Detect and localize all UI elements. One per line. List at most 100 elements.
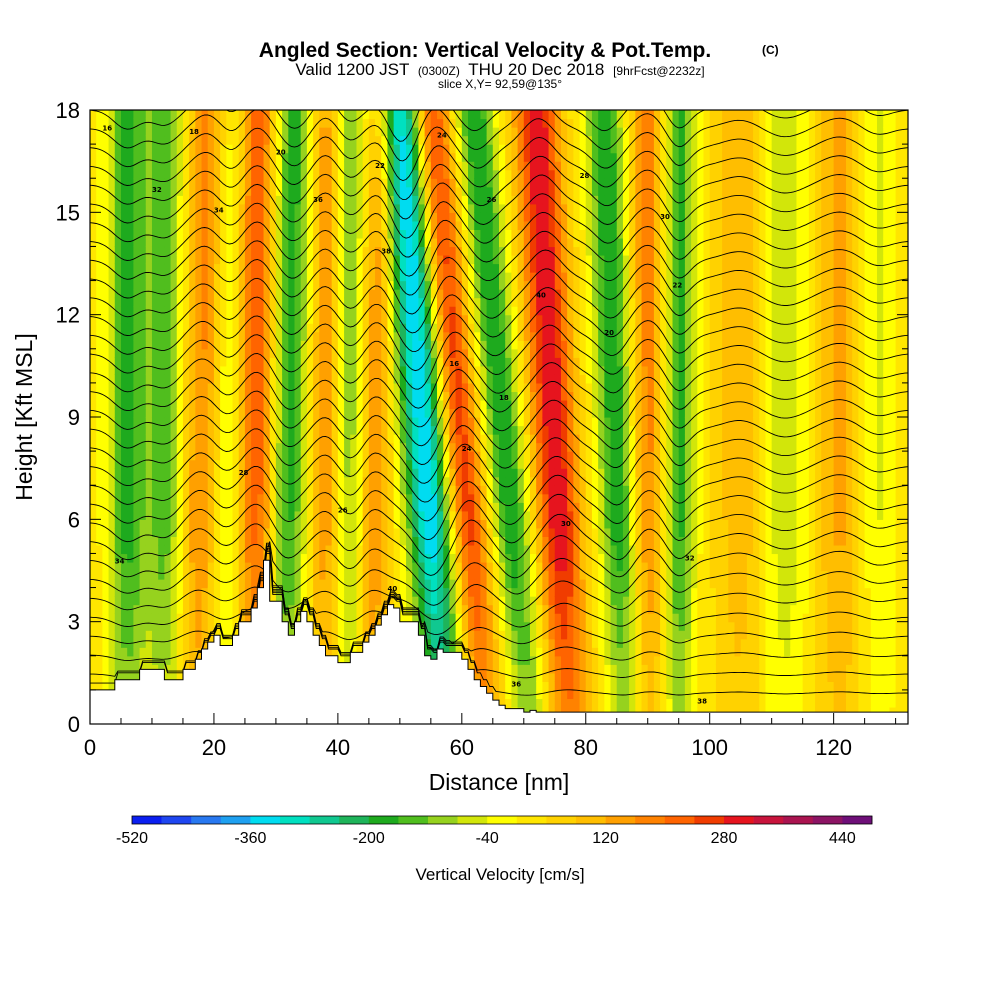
heatmap-cell bbox=[437, 203, 444, 213]
heatmap-cell bbox=[251, 254, 258, 265]
heatmap-cell bbox=[499, 314, 506, 324]
heatmap-cell bbox=[176, 263, 184, 273]
heatmap-cell bbox=[331, 510, 339, 520]
heatmap-cell bbox=[387, 417, 395, 427]
heatmap-cell bbox=[455, 118, 463, 128]
heatmap-cell bbox=[399, 579, 407, 589]
heatmap-cell bbox=[220, 348, 227, 358]
heatmap-cell bbox=[288, 280, 296, 290]
heatmap-cell bbox=[461, 306, 469, 316]
heatmap-cell bbox=[362, 348, 370, 358]
heatmap-cell bbox=[399, 229, 407, 239]
heatmap-cell bbox=[263, 468, 271, 478]
heatmap-cell bbox=[201, 587, 209, 597]
heatmap-cell bbox=[499, 229, 506, 239]
heatmap-cell bbox=[474, 664, 482, 674]
heatmap-cell bbox=[325, 476, 333, 486]
heatmap-cell bbox=[406, 502, 413, 512]
heatmap-cell bbox=[282, 561, 289, 572]
heatmap-cell bbox=[170, 254, 178, 265]
heatmap-cell bbox=[139, 630, 147, 640]
heatmap-cell bbox=[158, 161, 165, 171]
heatmap-cell bbox=[387, 382, 395, 393]
heatmap-cell bbox=[331, 468, 339, 478]
heatmap-cell bbox=[449, 357, 457, 367]
heatmap-cell bbox=[399, 357, 407, 367]
heatmap-cell bbox=[257, 570, 265, 580]
heatmap-cell bbox=[133, 212, 141, 222]
heatmap-cell bbox=[170, 553, 178, 563]
heatmap-cell bbox=[313, 118, 320, 128]
heatmap-cell bbox=[313, 152, 320, 162]
heatmap-cell bbox=[449, 570, 457, 580]
heatmap-cell bbox=[443, 161, 451, 171]
heatmap-cell bbox=[499, 664, 506, 674]
heatmap-cell bbox=[189, 596, 196, 606]
heatmap-cell bbox=[282, 357, 289, 367]
heatmap-cell bbox=[480, 195, 488, 205]
heatmap-cell bbox=[449, 459, 457, 469]
heatmap-cell bbox=[430, 434, 438, 444]
heatmap-cell bbox=[356, 536, 364, 546]
heatmap-cell bbox=[213, 579, 221, 589]
heatmap-cell bbox=[331, 331, 339, 341]
heatmap-cell bbox=[213, 442, 221, 452]
heatmap-cell bbox=[176, 229, 184, 239]
heatmap-cell bbox=[381, 220, 389, 230]
heatmap-cell bbox=[300, 502, 308, 512]
heatmap-cell bbox=[151, 169, 159, 179]
heatmap-cell bbox=[201, 638, 209, 648]
heatmap-cell bbox=[195, 152, 203, 162]
heatmap-cell bbox=[294, 212, 302, 222]
heatmap-cell bbox=[257, 502, 265, 512]
heatmap-cell bbox=[356, 425, 364, 435]
heatmap-cell bbox=[213, 246, 221, 256]
heatmap-cell bbox=[443, 638, 451, 648]
heatmap-cell bbox=[182, 127, 190, 137]
heatmap-cell bbox=[418, 246, 426, 256]
heatmap-cell bbox=[244, 237, 252, 248]
heatmap-cell bbox=[139, 365, 147, 375]
heatmap-cell bbox=[90, 493, 97, 503]
heatmap-cell bbox=[108, 681, 116, 691]
heatmap-cell bbox=[412, 348, 420, 358]
heatmap-cell bbox=[127, 229, 134, 239]
heatmap-cell bbox=[251, 399, 258, 410]
heatmap-cell bbox=[362, 127, 370, 137]
heatmap-cell bbox=[461, 280, 469, 290]
heatmap-cell bbox=[499, 186, 506, 196]
heatmap-cell bbox=[517, 630, 525, 640]
heatmap-cell bbox=[133, 425, 141, 435]
heatmap-cell bbox=[176, 493, 184, 503]
heatmap-cell bbox=[480, 280, 488, 290]
heatmap-cell bbox=[412, 127, 420, 137]
heatmap-cell bbox=[207, 374, 215, 384]
heatmap-cell bbox=[263, 152, 271, 162]
heatmap-cell bbox=[127, 417, 134, 427]
heatmap-cell bbox=[337, 169, 345, 179]
heatmap-cell bbox=[480, 527, 488, 537]
heatmap-cell bbox=[430, 399, 438, 410]
heatmap-cell bbox=[102, 408, 110, 418]
heatmap-cell bbox=[158, 289, 165, 299]
heatmap-cell bbox=[368, 280, 376, 290]
heatmap-cell bbox=[443, 314, 451, 324]
heatmap-cell bbox=[263, 485, 271, 495]
heatmap-cell bbox=[102, 655, 110, 665]
heatmap-cell bbox=[269, 544, 277, 555]
heatmap-cell bbox=[164, 570, 172, 580]
heatmap-cell bbox=[275, 203, 283, 213]
heatmap-cell bbox=[325, 263, 333, 273]
heatmap-cell bbox=[151, 161, 159, 171]
heatmap-cell bbox=[127, 306, 134, 316]
heatmap-cell bbox=[269, 152, 277, 162]
heatmap-cell bbox=[468, 485, 475, 495]
heatmap-cell bbox=[350, 502, 358, 512]
heatmap-cell bbox=[108, 536, 116, 546]
heatmap-cell bbox=[406, 459, 413, 469]
heatmap-cell bbox=[189, 391, 196, 401]
heatmap-cell bbox=[275, 485, 283, 495]
heatmap-cell bbox=[499, 323, 506, 333]
heatmap-cell bbox=[195, 451, 203, 461]
heatmap-cell bbox=[207, 519, 215, 529]
